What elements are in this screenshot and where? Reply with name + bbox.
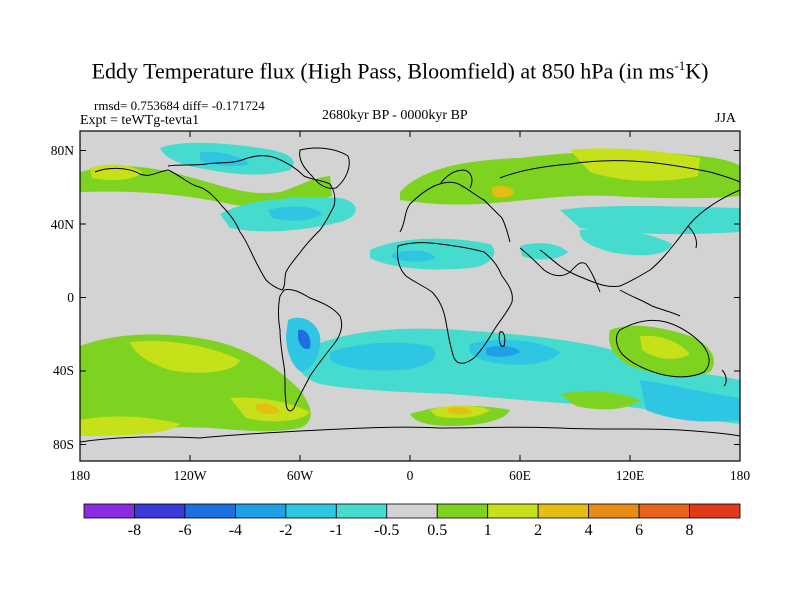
coast-europe <box>399 181 511 243</box>
axis-tick-marks <box>79 131 741 461</box>
y-tick-label-40s: 40S <box>53 363 74 378</box>
colorbar-label: -1 <box>330 522 343 539</box>
y-tick-label-80n: 80N <box>51 143 75 158</box>
y-tick-label-0: 0 <box>67 290 74 305</box>
colorbar-label: -0.5 <box>374 522 399 539</box>
coast-eurasia-north <box>499 160 740 183</box>
title-suffix: K) <box>685 58 709 84</box>
period-label: 2680kyr BP - 0000kyr BP <box>322 108 468 123</box>
y-axis-labels: 80N 40N 0 40S 80S <box>51 143 75 452</box>
blue-north-atlantic-core <box>268 206 322 221</box>
coastlines <box>80 147 740 443</box>
coast-africa <box>397 242 513 364</box>
orange-drake-spot <box>256 403 280 415</box>
blue-north-pacific-east <box>560 206 740 235</box>
colorbar: -8 -6 -4 -2 -1 -0.5 0.5 1 2 4 6 8 <box>83 503 741 539</box>
colorbar-swatch <box>83 503 135 519</box>
colorbar-label: -4 <box>229 522 242 539</box>
colorbar-label: -2 <box>279 522 292 539</box>
colorbar-label: 0.5 <box>427 522 447 539</box>
coast-north-america <box>94 155 336 291</box>
x-tick-label-60w: 60W <box>287 468 314 483</box>
coast-new-zealand <box>721 369 727 387</box>
colorbar-swatch <box>689 503 741 519</box>
title-exponent: -1 <box>674 58 686 73</box>
experiment-label: Expt = teWTg-tevta1 <box>80 113 200 128</box>
coast-southeast-asia <box>619 289 681 317</box>
colorbar-swatch <box>487 503 539 519</box>
colorbar-swatch <box>184 503 236 519</box>
x-axis-labels: 180 120W 60W 0 60E 120E 180 <box>70 468 751 483</box>
colorbar-label: 6 <box>635 522 643 539</box>
colorbar-label: 8 <box>686 522 694 539</box>
coast-scandinavia <box>439 169 473 189</box>
colorbar-label: -8 <box>128 522 141 539</box>
yellow-patch-siberia <box>570 148 700 181</box>
blue-south-pacific-east <box>640 380 740 422</box>
green-band-north-america <box>80 166 332 207</box>
coast-japan <box>687 225 697 249</box>
coast-australia <box>615 319 710 378</box>
colorbar-swatch <box>588 503 640 519</box>
orange-southern-ocean <box>448 407 472 415</box>
coast-south-america <box>278 289 343 412</box>
colorbar-swatch <box>436 503 489 519</box>
colorbar-label: 2 <box>534 522 542 539</box>
x-tick-label-180e: 180 <box>730 468 751 483</box>
x-tick-label-0: 0 <box>407 468 414 483</box>
colorbar-swatch <box>335 503 388 519</box>
colorbar-swatch <box>386 503 438 519</box>
colorbar-swatch <box>537 503 590 519</box>
orange-spot-scandinavia <box>492 185 514 198</box>
colorbar-label: -6 <box>178 522 191 539</box>
coast-madagascar <box>498 331 506 347</box>
map-panel <box>80 131 740 461</box>
plot-title: Eddy Temperature flux (High Pass, Bloomf… <box>0 58 800 84</box>
coast-arabia-india <box>519 247 601 293</box>
yellow-south-pacific-west <box>80 416 180 436</box>
title-text: Eddy Temperature flux (High Pass, Bloomf… <box>91 58 675 84</box>
x-tick-label-120e: 120E <box>616 468 645 483</box>
blue-arabia <box>520 243 568 260</box>
colorbar-swatch <box>285 503 337 519</box>
blue-arctic-core <box>200 151 250 167</box>
blue-south-america-core <box>298 329 311 350</box>
coast-antarctica <box>80 426 740 443</box>
coast-asia-east <box>539 189 740 287</box>
x-tick-label-60e: 60E <box>509 468 531 483</box>
yellow-south-pacific <box>130 340 240 373</box>
yellow-spot-alaska <box>90 164 142 180</box>
rmsd-diff-label: rmsd= 0.753684 diff= -0.171724 <box>94 98 265 113</box>
y-tick-label-40n: 40N <box>51 217 75 232</box>
x-tick-label-120w: 120W <box>174 468 207 483</box>
yellow-australia <box>640 335 690 359</box>
blue-indian-deep <box>486 345 520 357</box>
colorbar-label: 1 <box>484 522 492 539</box>
blue-south-atlantic-core <box>330 342 436 371</box>
coast-greenland <box>299 147 350 189</box>
colorbar-swatch <box>638 503 690 519</box>
colorbar-swatch <box>234 503 287 519</box>
season-label: JJA <box>715 111 737 126</box>
green-south-indian-ocean <box>560 391 640 410</box>
y-tick-label-80s: 80S <box>53 437 74 452</box>
colorbar-label: 4 <box>585 522 593 539</box>
blue-sahara-core <box>392 250 436 262</box>
x-tick-label-180w: 180 <box>70 468 91 483</box>
colorbar-swatch <box>134 503 186 519</box>
blue-sahara <box>370 238 495 270</box>
blue-asia-subtropics <box>579 228 672 256</box>
